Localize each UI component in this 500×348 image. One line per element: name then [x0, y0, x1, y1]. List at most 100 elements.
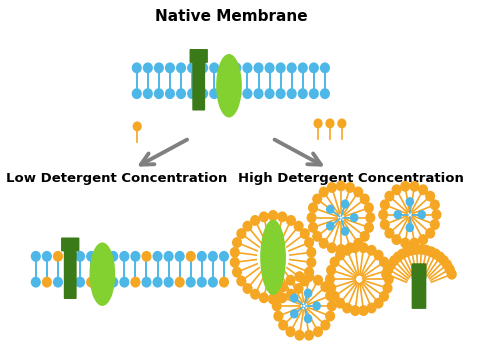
Circle shape: [308, 222, 318, 233]
Circle shape: [350, 242, 360, 253]
Circle shape: [314, 118, 322, 128]
Circle shape: [432, 209, 442, 220]
Circle shape: [338, 118, 346, 128]
Circle shape: [230, 257, 240, 268]
Circle shape: [379, 256, 389, 268]
Circle shape: [430, 199, 440, 210]
Circle shape: [304, 330, 314, 341]
Circle shape: [64, 251, 74, 262]
Circle shape: [412, 244, 422, 255]
Circle shape: [309, 62, 319, 73]
Circle shape: [410, 238, 420, 248]
FancyBboxPatch shape: [412, 263, 426, 279]
Circle shape: [294, 283, 304, 294]
Circle shape: [442, 259, 452, 270]
Circle shape: [326, 118, 334, 128]
Circle shape: [326, 265, 336, 276]
Circle shape: [220, 62, 230, 73]
Circle shape: [42, 277, 52, 287]
FancyBboxPatch shape: [61, 237, 80, 251]
Circle shape: [410, 181, 420, 192]
Circle shape: [75, 277, 85, 287]
Circle shape: [254, 62, 264, 73]
Circle shape: [350, 305, 360, 316]
Circle shape: [418, 210, 426, 219]
Circle shape: [274, 290, 283, 301]
Circle shape: [318, 187, 329, 197]
Circle shape: [380, 219, 390, 230]
Circle shape: [209, 62, 220, 73]
Circle shape: [154, 88, 164, 99]
Circle shape: [366, 302, 376, 314]
Circle shape: [277, 292, 287, 303]
Circle shape: [336, 181, 346, 191]
Circle shape: [187, 62, 197, 73]
Circle shape: [422, 245, 432, 256]
Circle shape: [358, 242, 368, 253]
Circle shape: [304, 314, 312, 323]
Circle shape: [360, 193, 370, 204]
Circle shape: [304, 267, 314, 278]
Circle shape: [268, 210, 278, 221]
Circle shape: [250, 289, 260, 300]
Circle shape: [366, 212, 376, 223]
Circle shape: [335, 250, 345, 261]
Ellipse shape: [90, 243, 115, 306]
Circle shape: [402, 246, 412, 257]
Circle shape: [294, 271, 304, 282]
Circle shape: [380, 199, 390, 210]
Circle shape: [327, 243, 337, 253]
Circle shape: [165, 88, 175, 99]
Circle shape: [382, 283, 392, 294]
Circle shape: [318, 238, 329, 249]
Circle shape: [236, 228, 246, 239]
Circle shape: [313, 326, 323, 337]
Circle shape: [120, 277, 130, 287]
Circle shape: [330, 291, 340, 302]
Circle shape: [232, 267, 242, 278]
Circle shape: [232, 237, 242, 248]
Circle shape: [342, 302, 352, 314]
Circle shape: [298, 62, 308, 73]
Circle shape: [268, 294, 278, 304]
Circle shape: [259, 292, 269, 303]
Circle shape: [418, 184, 428, 195]
Circle shape: [276, 62, 285, 73]
Circle shape: [392, 234, 402, 245]
Circle shape: [358, 305, 368, 316]
Circle shape: [142, 277, 152, 287]
Circle shape: [306, 212, 316, 223]
Circle shape: [418, 234, 428, 245]
Circle shape: [75, 251, 85, 262]
FancyBboxPatch shape: [64, 239, 76, 299]
Circle shape: [341, 227, 349, 236]
Circle shape: [335, 298, 345, 309]
Circle shape: [97, 251, 108, 262]
Circle shape: [393, 252, 403, 262]
Circle shape: [294, 330, 304, 341]
Circle shape: [187, 88, 197, 99]
Circle shape: [342, 245, 352, 256]
Circle shape: [306, 247, 316, 258]
Circle shape: [143, 62, 153, 73]
Circle shape: [132, 88, 142, 99]
Text: Low Detergent Concentration: Low Detergent Concentration: [6, 172, 227, 185]
Circle shape: [286, 215, 296, 226]
Circle shape: [154, 62, 164, 73]
Circle shape: [152, 277, 162, 287]
Circle shape: [326, 205, 334, 214]
Circle shape: [298, 88, 308, 99]
Circle shape: [278, 281, 288, 292]
Circle shape: [312, 193, 322, 204]
Circle shape: [290, 293, 298, 303]
Circle shape: [386, 259, 396, 270]
Circle shape: [394, 210, 402, 219]
Circle shape: [326, 300, 337, 311]
Circle shape: [364, 222, 374, 233]
Circle shape: [341, 199, 349, 209]
Circle shape: [378, 209, 388, 220]
Circle shape: [86, 277, 96, 287]
Ellipse shape: [216, 54, 242, 118]
Circle shape: [186, 277, 196, 287]
Circle shape: [400, 181, 410, 192]
